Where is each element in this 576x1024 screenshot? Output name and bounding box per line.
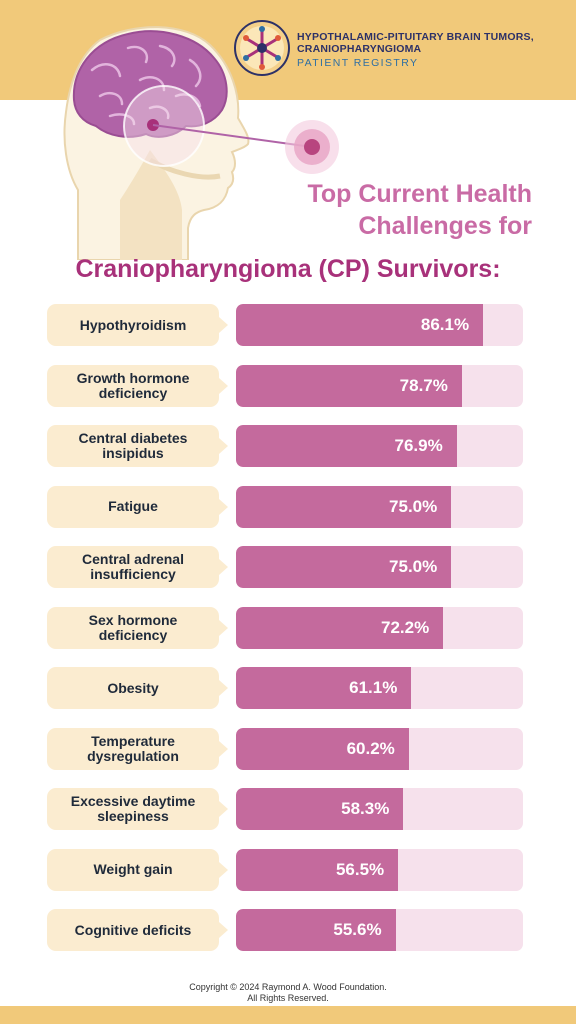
copyright-line-2: All Rights Reserved. bbox=[247, 993, 329, 1003]
bar: 75.0% bbox=[236, 546, 452, 588]
bar-track: 58.3% bbox=[236, 788, 523, 830]
bar: 75.0% bbox=[236, 485, 452, 528]
bar-track: 72.2% bbox=[236, 606, 523, 649]
registry-line-1: HYPOTHALAMIC-PITUITARY BRAIN TUMORS, bbox=[297, 31, 534, 43]
bar-category-label: Excessive daytime sleepiness bbox=[47, 788, 228, 830]
category-label-text: Central diabetes insipidus bbox=[78, 430, 188, 461]
bar: 58.3% bbox=[236, 788, 404, 830]
bar-value-label: 58.3% bbox=[341, 799, 390, 818]
bar: 60.2% bbox=[236, 727, 409, 770]
category-label-text: Central adrenal insufficiency bbox=[82, 551, 184, 582]
bar-category-label: Growth hormone deficiency bbox=[47, 364, 228, 407]
bar-row: Central diabetes insipidus 76.9% bbox=[0, 425, 576, 467]
category-label-text: Growth hormone deficiency bbox=[76, 369, 190, 401]
bar-value-label: 76.9% bbox=[394, 436, 443, 455]
registry-name: HYPOTHALAMIC-PITUITARY BRAIN TUMORS, CRA… bbox=[297, 31, 567, 69]
bar-value-label: 78.7% bbox=[399, 375, 448, 395]
bar-row: Hypothyroidism 86.1% bbox=[0, 304, 576, 346]
bar-row: Excessive daytime sleepiness 58.3% bbox=[0, 788, 576, 830]
bar-category-label: Sex hormone deficiency bbox=[47, 606, 228, 649]
bar-track: 60.2% bbox=[236, 727, 523, 770]
category-label-text: Excessive daytime sleepiness bbox=[70, 793, 196, 824]
bar-track: 86.1% bbox=[236, 304, 523, 346]
bar-category-label: Temperature dysregulation bbox=[47, 727, 228, 770]
bar-track: 75.0% bbox=[236, 546, 523, 588]
bar-value-label: 72.2% bbox=[381, 617, 430, 637]
bottom-band bbox=[0, 1006, 576, 1024]
bar-row: Fatigue 75.0% bbox=[0, 485, 576, 528]
bar-row: Central adrenal insufficiency 75.0% bbox=[0, 546, 576, 588]
bar-category-label: Cognitive deficits bbox=[47, 909, 228, 951]
bar-row: Obesity 61.1% bbox=[0, 667, 576, 709]
chart-title: Top Current Health Challenges for bbox=[307, 180, 532, 240]
registry-subtitle: PATIENT REGISTRY bbox=[297, 57, 419, 69]
bar-track: 56.5% bbox=[236, 848, 523, 891]
registry-logo-icon bbox=[234, 20, 290, 76]
category-label-text: Sex hormone deficiency bbox=[88, 611, 178, 643]
head-brain-illustration bbox=[63, 26, 339, 260]
bar-category-label: Obesity bbox=[47, 667, 228, 709]
bar-category-label: Hypothyroidism bbox=[47, 304, 228, 346]
bar-value-label: 56.5% bbox=[335, 859, 385, 879]
bar-track: 76.9% bbox=[236, 425, 523, 467]
chart-subtitle: Craniopharyngioma (CP) Survivors: bbox=[75, 255, 501, 283]
bar-category-label: Central adrenal insufficiency bbox=[47, 546, 228, 588]
bar-row: Weight gain 56.5% bbox=[0, 848, 576, 891]
category-label-text: Obesity bbox=[107, 679, 159, 696]
category-label-text: Fatigue bbox=[108, 498, 158, 514]
copyright: Copyright © 2024 Raymond A. Wood Foundat… bbox=[0, 982, 576, 1004]
category-label-text: Hypothyroidism bbox=[79, 316, 187, 333]
bar: 55.6% bbox=[236, 909, 396, 951]
category-label-text: Temperature dysregulation bbox=[87, 732, 179, 764]
bar-row: Sex hormone deficiency 72.2% bbox=[0, 606, 576, 649]
brain bbox=[72, 30, 228, 138]
bar-row: Cognitive deficits 55.6% bbox=[0, 909, 576, 951]
copyright-line-1: Copyright © 2024 Raymond A. Wood Foundat… bbox=[189, 982, 387, 992]
category-label-text: Weight gain bbox=[93, 861, 173, 877]
bar-value-label: 61.1% bbox=[349, 678, 398, 697]
bar: 78.7% bbox=[236, 364, 462, 407]
bar-track: 78.7% bbox=[236, 364, 523, 407]
bar: 76.9% bbox=[236, 425, 457, 467]
bar: 61.1% bbox=[236, 667, 412, 709]
bar-value-label: 75.0% bbox=[389, 496, 438, 516]
bar-value-label: 86.1% bbox=[420, 315, 470, 334]
bar: 72.2% bbox=[236, 606, 444, 649]
registry-line-2: CRANIOPHARYNGIOMA bbox=[297, 43, 422, 55]
bar-category-label: Central diabetes insipidus bbox=[47, 425, 228, 467]
bar-value-label: 75.0% bbox=[389, 557, 438, 576]
bar: 56.5% bbox=[236, 848, 399, 891]
bar-track: 75.0% bbox=[236, 485, 523, 528]
bar-category-label: Weight gain bbox=[47, 848, 228, 891]
bar-value-label: 60.2% bbox=[346, 738, 395, 758]
bar-category-label: Fatigue bbox=[47, 485, 228, 528]
bar-row: Temperature dysregulation 60.2% bbox=[0, 727, 576, 770]
category-label-text: Cognitive deficits bbox=[74, 921, 192, 938]
bar: 86.1% bbox=[236, 304, 484, 346]
bar-track: 55.6% bbox=[236, 909, 523, 951]
bar-row: Growth hormone deficiency 78.7% bbox=[0, 364, 576, 407]
bar-value-label: 55.6% bbox=[333, 920, 382, 939]
bar-track: 61.1% bbox=[236, 667, 523, 709]
